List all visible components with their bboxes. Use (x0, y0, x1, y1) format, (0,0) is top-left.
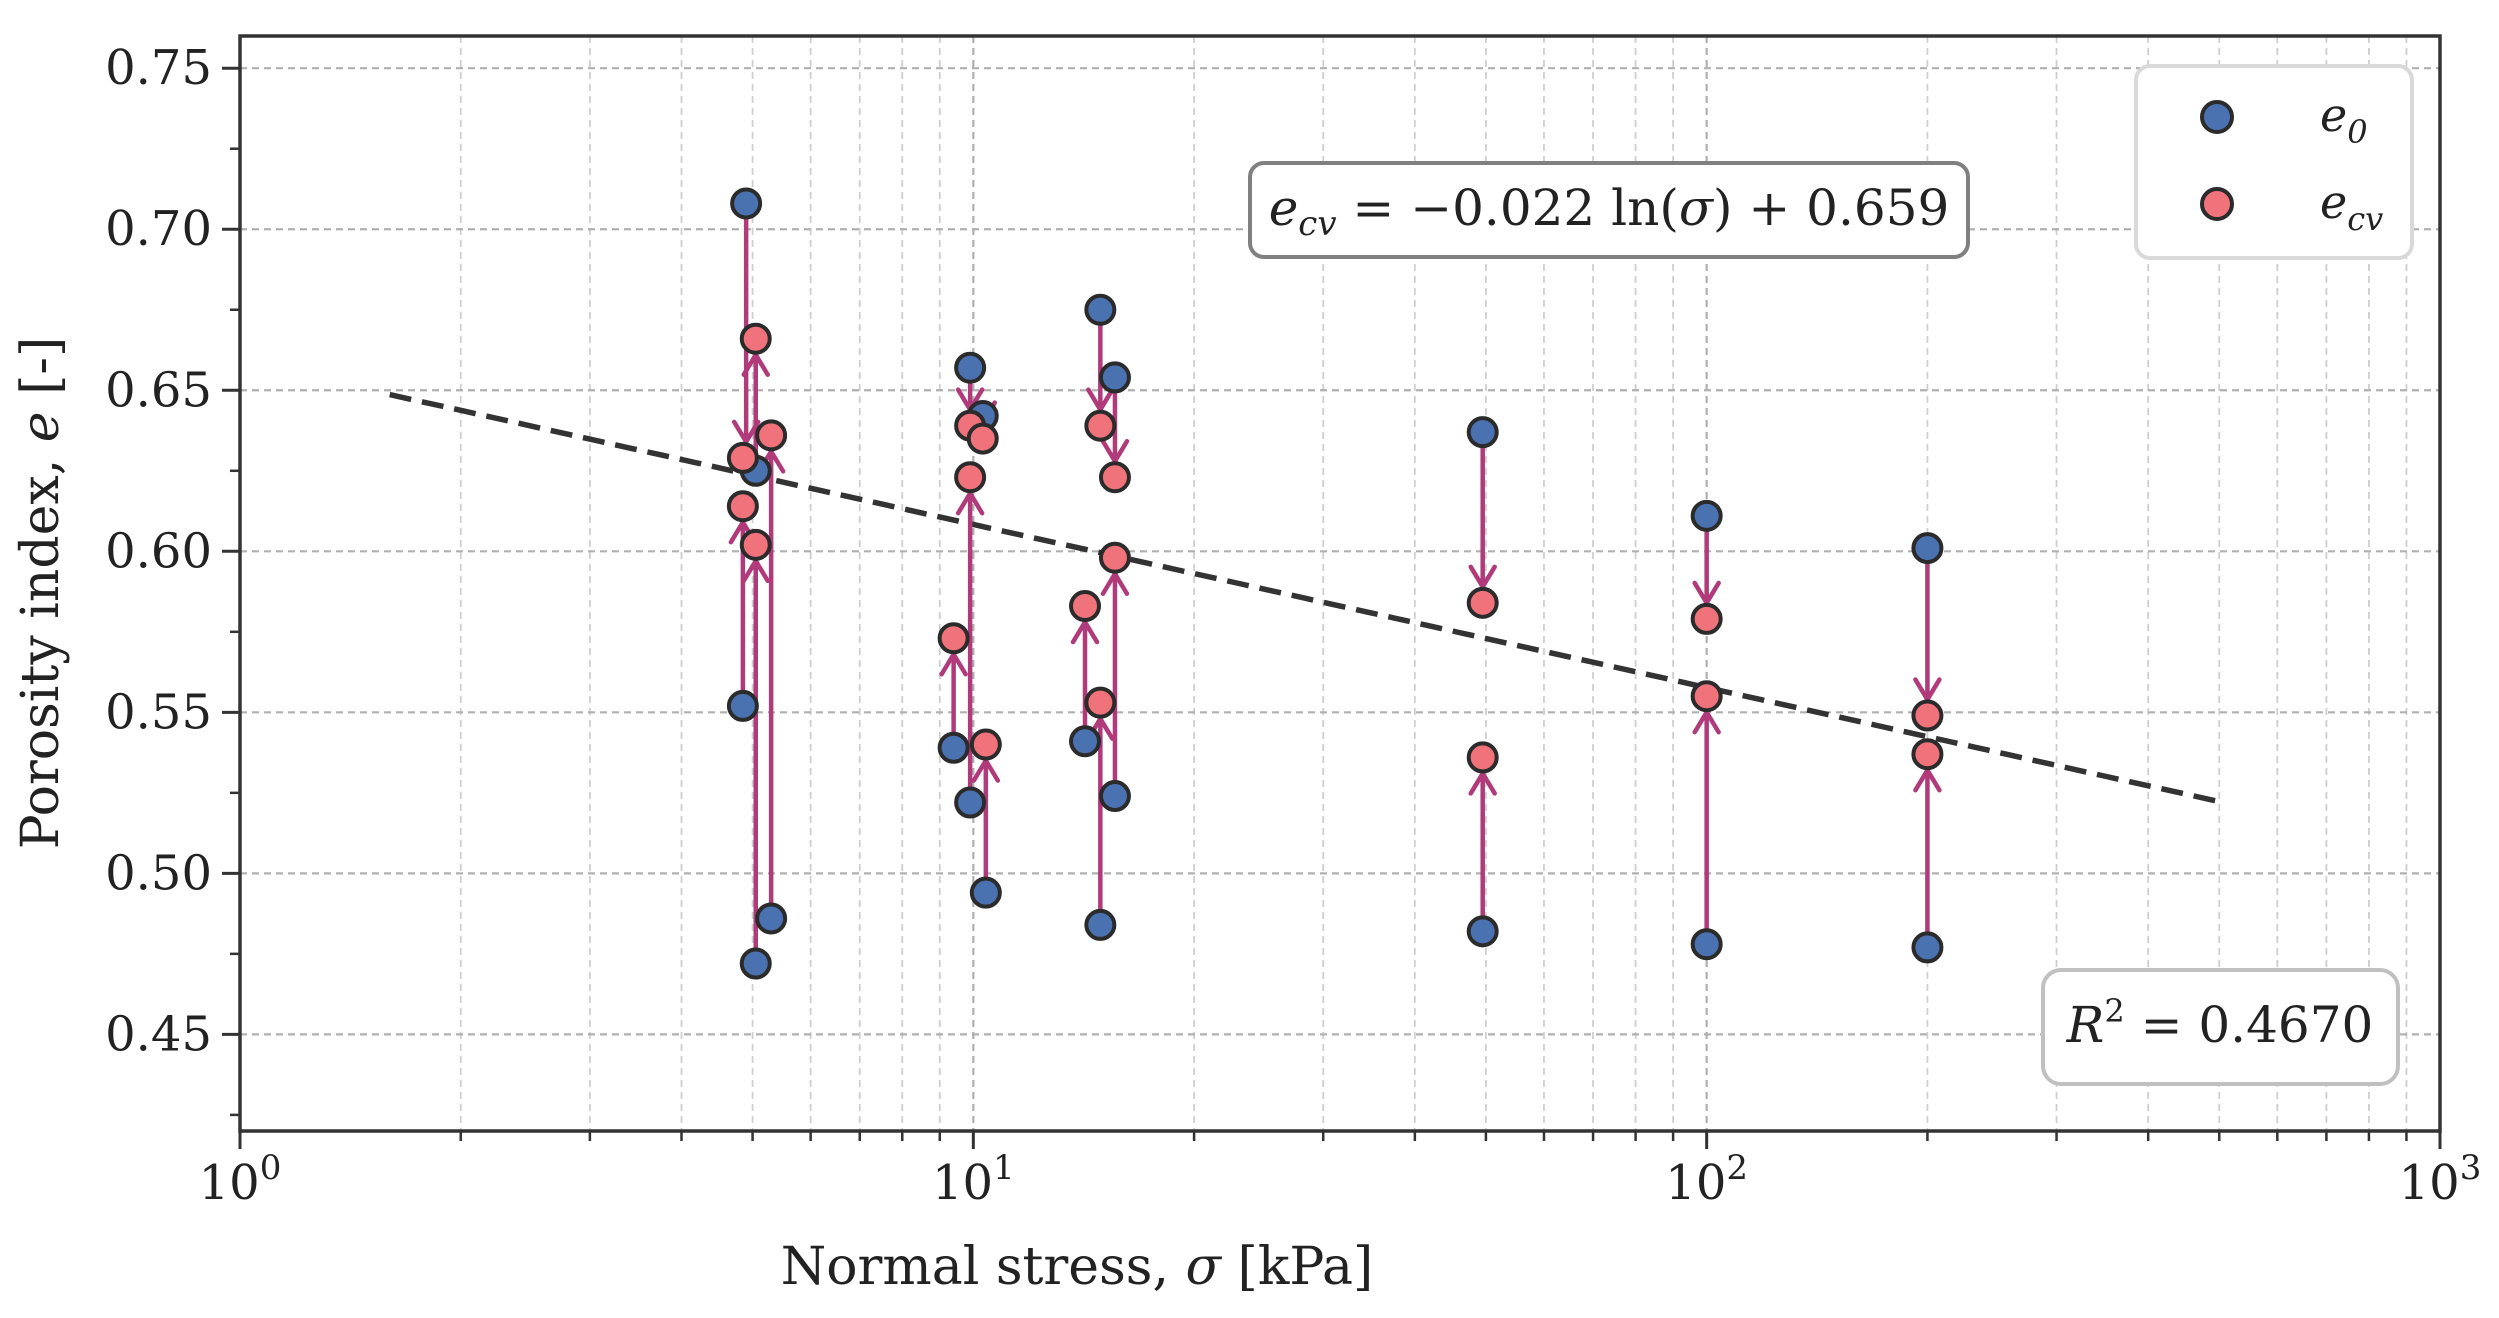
e0-point (937, 731, 970, 764)
y-tick-label: 0.50 (105, 845, 212, 901)
equation-annotation: ecv = −0.022 ln(σ) + 0.659 (1248, 161, 1970, 259)
arrow-head (741, 558, 770, 584)
y-tick-label: 0.70 (105, 201, 212, 257)
legend-marker (2200, 100, 2234, 134)
ecv-point (966, 422, 999, 455)
e0-point (1911, 931, 1944, 964)
e0-point (1084, 908, 1117, 941)
y-axis-label-symbol: e (11, 411, 71, 442)
y-tick-label: 0.60 (105, 523, 212, 579)
y-ticks: 0.45 0.50 0.55 0.60 0.65 0.70 0.75 (105, 40, 240, 1117)
ecv-point (954, 461, 987, 494)
arrow-head (1086, 387, 1115, 412)
legend-label: ecv (2320, 175, 2383, 238)
arrow-head (955, 490, 985, 516)
r2-text: R2 = 0.4670 (2066, 992, 2374, 1054)
e0-point (1690, 499, 1723, 532)
ecv-point (1466, 741, 1499, 774)
r2-annotation: R2 = 0.4670 (2041, 968, 2400, 1086)
ecv-point (1690, 680, 1723, 713)
e0-point (726, 689, 759, 722)
fit-line-group (389, 391, 2220, 805)
x-axis-label-prefix: Normal stress, (781, 1237, 1186, 1297)
arrow-group (728, 218, 1942, 949)
arrow-head (1913, 677, 1942, 702)
y-tick-label: 0.55 (105, 684, 212, 740)
x-tick-label: 103 (2399, 1148, 2482, 1211)
ecv-point (739, 528, 772, 561)
e0-point (1466, 915, 1499, 948)
equation-box (1248, 161, 1970, 259)
legend-label: e0 (2320, 88, 2368, 151)
ecv-point (1084, 686, 1117, 719)
ecv-point (1098, 541, 1131, 574)
x-tick-label: 101 (932, 1148, 1015, 1211)
e0-point (1084, 293, 1117, 326)
equation-text: ecv = −0.022 ln(σ) + 0.659 (1269, 179, 1950, 244)
y-tick-label: 0.75 (105, 40, 212, 96)
ecv-point (1098, 461, 1131, 494)
ecv-point (1690, 602, 1723, 635)
e0-point (954, 786, 987, 819)
r2-box (2041, 968, 2400, 1086)
ecv-point (1069, 590, 1102, 623)
data-points-group (726, 187, 1944, 980)
legend-marker (2200, 187, 2234, 221)
e0-point (1911, 532, 1944, 565)
y-axis-label-prefix: Porosity index, (11, 442, 71, 849)
legend: e0 ecv (2134, 64, 2414, 260)
y-axis-label-unit: [-] (11, 337, 71, 412)
e0-point (1466, 416, 1499, 449)
e0-point (755, 902, 788, 935)
x-tick-label: 100 (199, 1148, 282, 1211)
e0-point (1098, 780, 1131, 813)
arrow-head (1468, 771, 1497, 796)
ecv-point (726, 441, 759, 474)
e0-point (969, 876, 1002, 909)
arrow-head (1692, 580, 1721, 606)
plot-frame (238, 34, 2442, 1133)
fit-line (389, 391, 2220, 805)
e0-point (739, 947, 772, 980)
arrow-head (1692, 709, 1721, 735)
e0-point (1098, 361, 1131, 394)
x-axis-label-unit: [kPa] (1221, 1237, 1373, 1297)
x-axis-label-symbol: σ (1186, 1237, 1223, 1297)
x-axis-label: Normal stress, σ [kPa] (781, 1237, 1374, 1297)
e0-point (954, 351, 987, 384)
ecv-point (969, 728, 1002, 761)
arrow-head (939, 652, 968, 677)
ecv-point (1911, 738, 1944, 771)
ecv-point (1466, 586, 1499, 619)
ecv-point (726, 490, 759, 523)
e0-point (1069, 725, 1102, 758)
ecv-point (1911, 699, 1944, 732)
ecv-point (1084, 409, 1117, 442)
y-tick-label: 0.45 (105, 1006, 212, 1062)
ecv-point (739, 322, 772, 355)
y-tick-label: 0.65 (105, 362, 212, 418)
x-tick-label: 102 (1665, 1148, 1748, 1211)
e0-point (730, 187, 763, 220)
e0-point (1690, 928, 1723, 961)
x-ticks: 100 101 102 103 (199, 1131, 2482, 1211)
y-axis-label: Porosity index, e [-] (11, 337, 71, 850)
ecv-point (755, 419, 788, 452)
ecv-point (937, 622, 970, 655)
legend-entries: e0 ecv (2200, 88, 2383, 238)
